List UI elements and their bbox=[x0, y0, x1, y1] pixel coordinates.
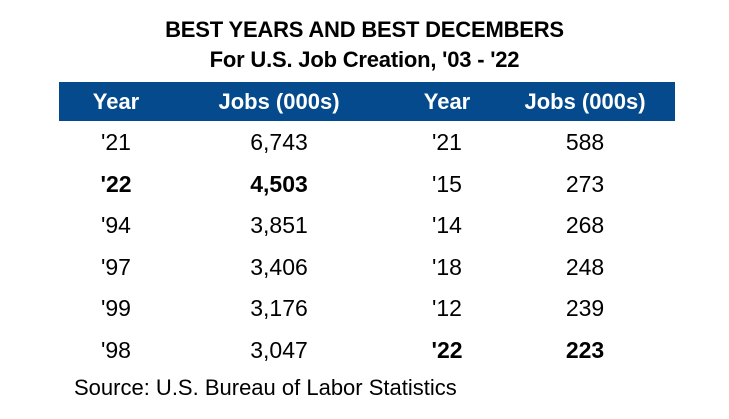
year-cell: '94 bbox=[101, 212, 131, 238]
jobs-cell: 3,851 bbox=[250, 212, 308, 238]
jobs-cell: 239 bbox=[565, 295, 605, 321]
table-body: '21 6,743 '21 588 '22 4,503 '15 273 '94 … bbox=[59, 123, 675, 372]
year-cell: '97 bbox=[101, 253, 131, 280]
year-cell: '12 bbox=[432, 295, 462, 321]
jobs-cell: 588 bbox=[565, 129, 605, 155]
year-cell: '18 bbox=[432, 253, 462, 280]
table-row: '97 3,406 '18 248 bbox=[59, 248, 675, 290]
table-header: Year Jobs (000s) Year Jobs (000s) bbox=[59, 82, 675, 121]
year-cell: '98 bbox=[101, 336, 131, 363]
year-cell: '21 bbox=[101, 129, 131, 155]
year-cell: '15 bbox=[432, 170, 462, 197]
year-cell-highlighted: '22 bbox=[431, 336, 463, 363]
header-year-best-decembers: Year bbox=[423, 89, 471, 114]
jobs-cell: 3,176 bbox=[250, 295, 308, 321]
table-title: BEST YEARS AND BEST DECEMBERS bbox=[165, 17, 564, 42]
year-cell-highlighted: '22 bbox=[100, 170, 132, 197]
table-row: '21 6,743 '21 588 bbox=[59, 123, 675, 165]
jobs-cell: 6,743 bbox=[250, 129, 308, 155]
table-row: '98 3,047 '22 223 bbox=[59, 331, 675, 373]
jobs-cell: 3,047 bbox=[250, 336, 308, 363]
year-cell: '99 bbox=[101, 295, 131, 321]
table-row: '99 3,176 '12 239 bbox=[59, 289, 675, 331]
source-note: Source: U.S. Bureau of Labor Statistics bbox=[74, 375, 457, 400]
jobs-cell-highlighted: 4,503 bbox=[250, 170, 308, 197]
header-jobs-best-decembers: Jobs (000s) bbox=[524, 89, 646, 114]
jobs-cell: 3,406 bbox=[250, 253, 308, 280]
jobs-cell: 248 bbox=[565, 253, 605, 280]
jobs-cell: 268 bbox=[565, 212, 605, 238]
table-row: '22 4,503 '15 273 bbox=[59, 165, 675, 207]
table-subtitle: For U.S. Job Creation, '03 - '22 bbox=[209, 47, 520, 72]
jobs-cell-highlighted: 223 bbox=[565, 336, 605, 363]
header-year-best-years: Year bbox=[92, 89, 140, 114]
jobs-cell: 273 bbox=[565, 170, 605, 197]
header-jobs-best-years: Jobs (000s) bbox=[218, 89, 340, 114]
table-row: '94 3,851 '14 268 bbox=[59, 206, 675, 248]
year-cell: '14 bbox=[432, 212, 462, 238]
year-cell: '21 bbox=[432, 129, 462, 155]
